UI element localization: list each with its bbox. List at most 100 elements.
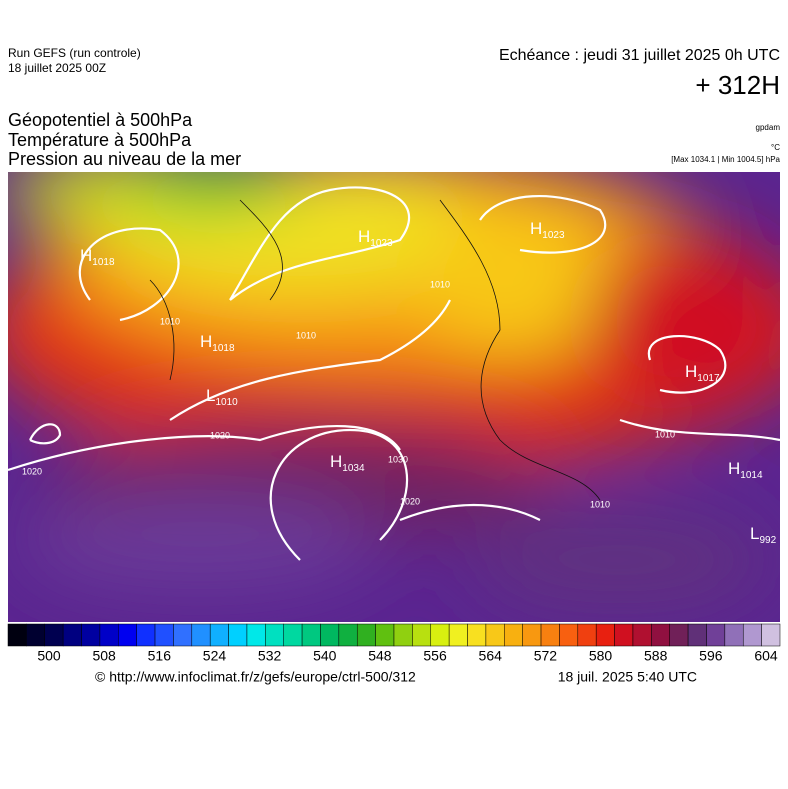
pressure-center: H1018 bbox=[80, 246, 115, 267]
colorbar-swatch bbox=[393, 623, 413, 647]
colorbar-swatch bbox=[320, 623, 340, 647]
field-label: Géopotentiel à 500hPa bbox=[8, 110, 193, 130]
center-value: 1018 bbox=[212, 343, 235, 354]
colorbar-swatch bbox=[577, 623, 597, 647]
center-value: 1023 bbox=[542, 230, 565, 241]
colorbar-swatch bbox=[81, 623, 101, 647]
colorbar-swatch bbox=[632, 623, 652, 647]
colorbar-swatch bbox=[595, 623, 615, 647]
pressure-center: H1034 bbox=[330, 452, 365, 473]
colorbar-swatch bbox=[26, 623, 46, 647]
center-value: 1010 bbox=[215, 397, 238, 408]
colorbar-label: 604 bbox=[754, 648, 778, 664]
colorbar-swatch bbox=[356, 623, 376, 647]
colorbar-swatch bbox=[485, 623, 505, 647]
colorbar-swatch bbox=[44, 623, 64, 647]
colorbar-swatch bbox=[559, 623, 579, 647]
colorbar-swatch bbox=[706, 623, 726, 647]
colorbar-label: 572 bbox=[534, 648, 558, 664]
isobar-label: 1010 bbox=[655, 429, 675, 439]
pressure-center: H1023 bbox=[358, 227, 393, 248]
colorbar-swatch bbox=[62, 623, 82, 647]
colorbar-swatch bbox=[173, 623, 193, 647]
valid-time: Echéance : jeudi 31 juillet 2025 0h UTC bbox=[499, 47, 780, 64]
colorbar-label: 548 bbox=[368, 648, 392, 664]
colorbar-swatch bbox=[467, 623, 487, 647]
center-value: 1034 bbox=[342, 463, 365, 474]
isobar-label: 1010 bbox=[296, 330, 316, 340]
run-name: Run GEFS (run controle) bbox=[8, 46, 141, 60]
center-letter: L bbox=[750, 524, 759, 543]
colorbar-swatch bbox=[430, 623, 450, 647]
colorbar-swatch bbox=[614, 623, 634, 647]
colorbar-label: 556 bbox=[423, 648, 447, 664]
isobar-label: 1020 bbox=[400, 496, 420, 506]
isobar-label: 1010 bbox=[160, 316, 180, 326]
center-value: 1018 bbox=[92, 257, 115, 268]
pressure-center: H1014 bbox=[728, 459, 763, 480]
unit-label: °C bbox=[771, 143, 780, 152]
colorbar-swatch bbox=[540, 623, 560, 647]
colorbar-swatch bbox=[761, 623, 781, 647]
pressure-center: H1023 bbox=[530, 219, 565, 240]
colorbar-label: 524 bbox=[203, 648, 227, 664]
colorbar-label: 564 bbox=[479, 648, 503, 664]
colorbar-swatch bbox=[412, 623, 432, 647]
colorbar-swatch bbox=[742, 623, 762, 647]
source-link[interactable]: © http://www.infoclimat.fr/z/gefs/europe… bbox=[95, 669, 416, 685]
pressure-center: L1010 bbox=[206, 386, 238, 407]
colorbar-label: 508 bbox=[92, 648, 116, 664]
run-date: 18 juillet 2025 00Z bbox=[8, 61, 106, 75]
center-letter: H bbox=[728, 459, 740, 478]
colorbar-swatch bbox=[687, 623, 707, 647]
center-value: 992 bbox=[759, 535, 776, 546]
field-label: Pression au niveau de la mer bbox=[8, 149, 241, 169]
colorbar-label: 580 bbox=[589, 648, 613, 664]
center-letter: H bbox=[80, 246, 92, 265]
center-letter: H bbox=[685, 362, 697, 381]
isobar-label: 1020 bbox=[22, 466, 42, 476]
isobar-label: 1030 bbox=[388, 454, 408, 464]
isobar-label: 1020 bbox=[210, 430, 230, 440]
colorbar-swatch bbox=[209, 623, 229, 647]
colorbar-swatch bbox=[651, 623, 670, 647]
colorbar-swatch bbox=[522, 623, 542, 647]
colorbar-swatch bbox=[99, 623, 119, 647]
pressure-center: H1018 bbox=[200, 332, 235, 353]
colorbar-label: 500 bbox=[37, 648, 61, 664]
colorbar-swatch bbox=[265, 623, 284, 647]
colorbar-swatch bbox=[118, 623, 137, 647]
colorbar-swatch bbox=[246, 623, 266, 647]
colorbar-swatch bbox=[669, 623, 689, 647]
center-value: 1023 bbox=[370, 238, 393, 249]
center-letter: H bbox=[530, 219, 542, 238]
unit-label: [Max 1034.1 | Min 1004.5] hPa bbox=[671, 155, 780, 164]
colorbar-swatch bbox=[338, 623, 358, 647]
colorbar-swatch bbox=[136, 623, 156, 647]
map bbox=[8, 172, 780, 622]
lead-time: + 312H bbox=[695, 70, 780, 100]
pressure-center: L992 bbox=[750, 524, 777, 545]
center-letter: H bbox=[330, 452, 342, 471]
colorbar-label: 588 bbox=[644, 648, 668, 664]
colorbar-swatch bbox=[7, 623, 27, 647]
colorbar-swatch bbox=[301, 623, 321, 647]
issue-time: 18 juil. 2025 5:40 UTC bbox=[558, 669, 697, 685]
colorbar-swatch bbox=[375, 623, 395, 647]
isobar-label: 1010 bbox=[590, 499, 610, 509]
colorbar-swatch bbox=[448, 623, 468, 647]
center-value: 1017 bbox=[697, 373, 720, 384]
colorbar-swatch bbox=[154, 623, 174, 647]
unit-label: gpdam bbox=[756, 123, 781, 132]
colorbar-swatch bbox=[724, 623, 744, 647]
field-label: Température à 500hPa bbox=[8, 130, 192, 150]
center-letter: H bbox=[358, 227, 370, 246]
center-letter: H bbox=[200, 332, 212, 351]
colorbar-swatch bbox=[504, 623, 523, 647]
colorbar-swatch bbox=[228, 623, 248, 647]
colorbar-label: 532 bbox=[258, 648, 282, 664]
colorbar-swatch bbox=[191, 623, 211, 647]
colorbar-label: 516 bbox=[148, 648, 172, 664]
isobar-label: 1010 bbox=[430, 279, 450, 289]
